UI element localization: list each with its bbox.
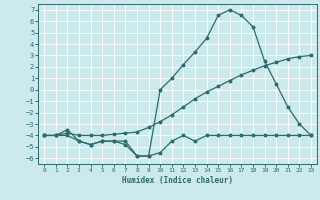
X-axis label: Humidex (Indice chaleur): Humidex (Indice chaleur) <box>122 176 233 185</box>
